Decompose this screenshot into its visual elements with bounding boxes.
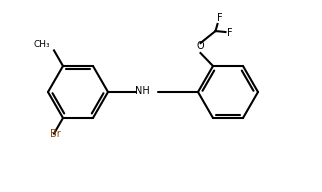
Text: F: F (228, 28, 233, 38)
Text: CH₃: CH₃ (33, 41, 50, 49)
Text: Br: Br (50, 129, 61, 139)
Text: F: F (217, 13, 223, 23)
Text: O: O (197, 41, 204, 51)
Text: NH: NH (135, 86, 149, 96)
